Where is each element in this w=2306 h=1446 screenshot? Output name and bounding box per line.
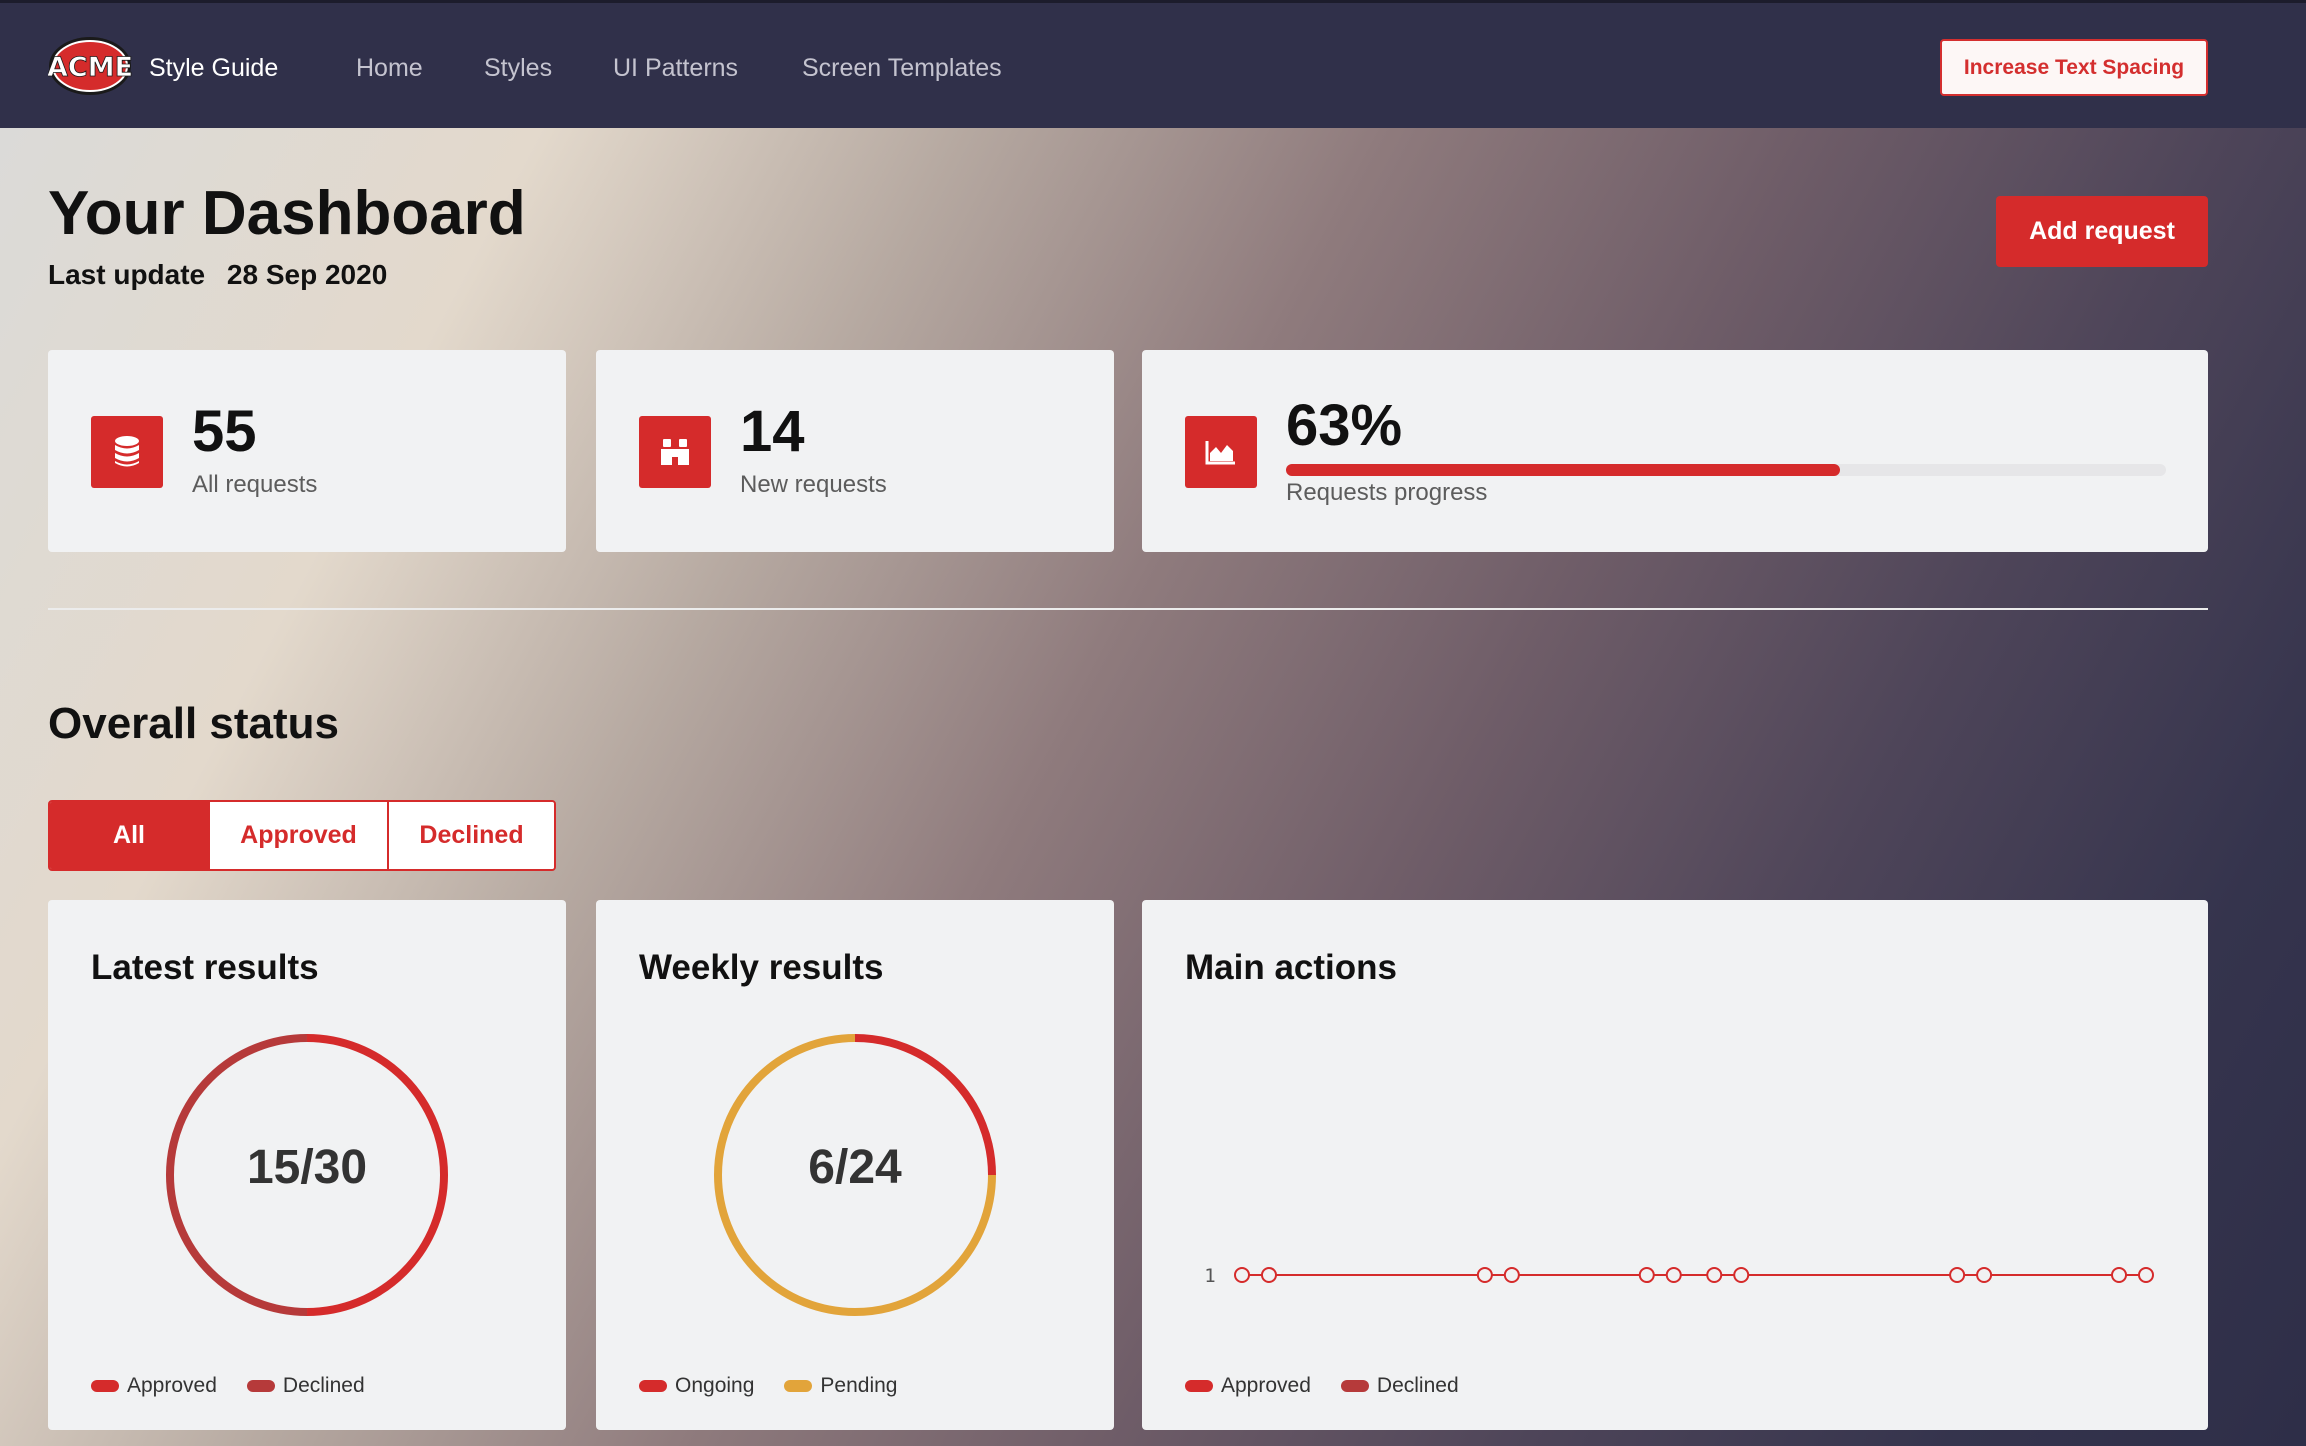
legend-item-approved[interactable]: Approved [91, 1374, 217, 1398]
stat-card-all-requests: 55 All requests [48, 350, 566, 552]
legend-label: Declined [1376, 1374, 1459, 1397]
last-update-value: 28 Sep 2020 [226, 259, 388, 290]
panel-title: Weekly results [639, 948, 884, 987]
binoculars-icon [639, 416, 711, 488]
legend-label: Approved [127, 1374, 217, 1397]
tab-all[interactable]: All [50, 802, 210, 869]
divider [48, 608, 2208, 610]
donut-chart-weekly [714, 1034, 996, 1316]
area-chart-icon [1185, 416, 1257, 488]
data-point[interactable] [1503, 1267, 1520, 1283]
panel-title: Main actions [1185, 948, 1397, 987]
data-point[interactable] [2138, 1267, 2154, 1283]
panel-weekly-results: Weekly results 6/24 Ongoing Pending [596, 900, 1114, 1430]
progress-bar [1286, 464, 2166, 476]
legend-item-declined[interactable]: Declined [1340, 1374, 1459, 1398]
donut-chart-latest [166, 1034, 448, 1316]
nav-home[interactable]: Home [356, 54, 423, 82]
logo-text: ACME [48, 52, 132, 83]
stat-value: 63% [1286, 393, 1403, 458]
data-point[interactable] [2111, 1267, 2128, 1283]
data-point[interactable] [1976, 1267, 1993, 1283]
legend-swatch [1340, 1380, 1369, 1392]
acme-logo[interactable]: ACME [48, 36, 132, 96]
legend: Ongoing Pending [639, 1374, 927, 1398]
add-request-button[interactable]: Add request [1996, 196, 2208, 267]
legend: Approved Declined [1185, 1374, 1489, 1398]
nav-ui-patterns[interactable]: UI Patterns [613, 54, 739, 82]
data-point[interactable] [1260, 1267, 1277, 1283]
section-title-overall-status: Overall status [48, 699, 340, 748]
database-icon [91, 416, 163, 488]
nav-styles[interactable]: Styles [484, 54, 553, 82]
status-filter-tabs: All Approved Declined [48, 800, 556, 871]
top-navigation-bar: ACME Style Guide Home Styles UI Patterns… [0, 0, 2306, 128]
donut-center-label: 6/24 [808, 1141, 902, 1194]
y-tick-label: 1 [1204, 1265, 1215, 1287]
legend: Approved Declined [91, 1374, 395, 1398]
last-update-label: Last update [48, 259, 206, 290]
line-chart-main-actions: 9. Apr23. Apr7. May21. May4. Jun1 [1204, 1265, 2154, 1287]
donut-slice-declined[interactable] [166, 1034, 308, 1316]
data-point[interactable] [1733, 1267, 1750, 1283]
nav-screen-templates[interactable]: Screen Templates [802, 54, 1002, 82]
donut-slice-approved[interactable] [306, 1034, 448, 1316]
page-title: Your Dashboard [48, 179, 526, 248]
progress-bar-fill [1286, 464, 1841, 476]
donut-center-label: 15/30 [246, 1141, 368, 1194]
panel-title: Latest results [91, 948, 319, 987]
donut-slice-ongoing[interactable] [854, 1034, 996, 1175]
data-point[interactable] [1949, 1267, 1966, 1283]
legend-swatch [784, 1380, 813, 1392]
brand-title[interactable]: Style Guide [149, 54, 279, 82]
data-point[interactable] [1706, 1267, 1723, 1283]
stat-value: 55 [192, 399, 257, 464]
donut-slice-pending[interactable] [714, 1034, 996, 1316]
panel-latest-results: Latest results 15/30 Approved Declined [48, 900, 566, 1430]
data-point[interactable] [1234, 1267, 1250, 1283]
stat-label: Requests progress [1286, 479, 1488, 506]
legend-item-approved[interactable]: Approved [1185, 1374, 1311, 1398]
legend-swatch [246, 1380, 275, 1392]
main-content: Your Dashboard Last update 28 Sep 2020 A… [0, 128, 2306, 1446]
legend-swatch [1185, 1380, 1213, 1392]
data-point[interactable] [1665, 1267, 1682, 1283]
tab-declined[interactable]: Declined [389, 802, 554, 869]
stat-value: 14 [740, 399, 805, 464]
legend-swatch [639, 1380, 667, 1392]
stat-label: All requests [192, 471, 318, 498]
legend-label: Pending [820, 1374, 898, 1397]
legend-item-ongoing[interactable]: Ongoing [639, 1374, 754, 1398]
legend-label: Ongoing [675, 1374, 755, 1397]
tab-approved[interactable]: Approved [210, 802, 389, 869]
legend-item-declined[interactable]: Declined [246, 1374, 365, 1398]
increase-text-spacing-button[interactable]: Increase Text Spacing [1940, 39, 2208, 96]
legend-label: Declined [282, 1374, 365, 1397]
data-point[interactable] [1476, 1267, 1493, 1283]
legend-item-pending[interactable]: Pending [784, 1374, 897, 1398]
legend-label: Approved [1221, 1374, 1311, 1397]
stat-card-requests-progress: 63% Requests progress [1142, 350, 2208, 552]
data-point[interactable] [1638, 1267, 1655, 1283]
panel-main-actions: Main actions 9. Apr23. Apr7. May21. May4… [1142, 900, 2208, 1430]
legend-swatch [91, 1380, 119, 1392]
stat-label: New requests [740, 471, 887, 498]
last-update: Last update 28 Sep 2020 [48, 257, 387, 293]
stat-card-new-requests: 14 New requests [596, 350, 1114, 552]
